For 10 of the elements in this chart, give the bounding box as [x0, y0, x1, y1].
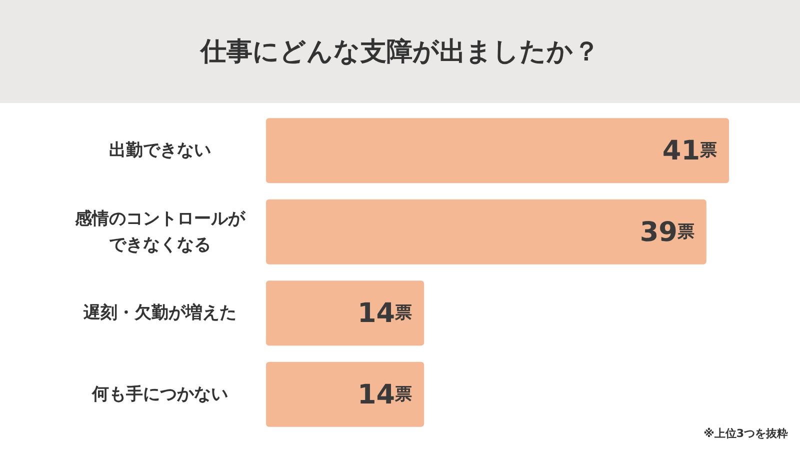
- y-tick-label: 出勤できない: [109, 140, 211, 161]
- annotation: ※上位3つを抜粋: [704, 427, 788, 440]
- y-tick-label: 遅刻・欠勤が増えた: [82, 302, 236, 324]
- chart-title: 仕事にどんな支障が出ましたか？: [200, 37, 600, 67]
- data-label: 41票: [662, 135, 717, 166]
- data-label: 14票: [358, 378, 412, 410]
- data-label: 39票: [640, 216, 694, 248]
- y-tick-label: 感情のコントロールができなくなる: [74, 208, 246, 255]
- data-label: 14票: [358, 298, 412, 329]
- y-tick-label: 何も手につかない: [91, 384, 228, 404]
